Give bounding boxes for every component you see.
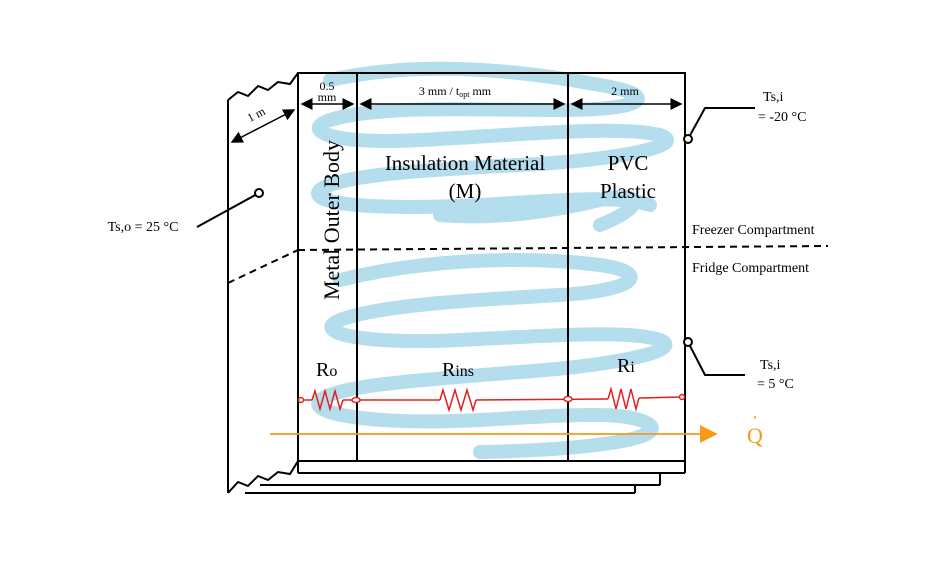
metal-layer-name: Metal Outer Body — [319, 140, 344, 300]
swirl-decoration — [311, 61, 674, 459]
resistor-ro — [311, 388, 344, 412]
freezer-surface-callout — [683, 107, 755, 144]
freezer-surface-temp-line1: Ts,i — [763, 90, 784, 105]
pvc-name-line1: PVC — [608, 151, 649, 175]
resistor-ri — [607, 386, 640, 412]
compartment-divider — [227, 245, 829, 284]
pvc-thickness-label: 2 mm — [611, 84, 639, 98]
pvc-name-line2: Plastic — [600, 179, 656, 203]
insulation-thickness-label: 3 mm / topt mm — [419, 84, 492, 99]
resistor-rins — [439, 387, 477, 413]
metal-thickness-unit: mm — [318, 90, 337, 104]
freezer-compartment-label: Freezer Compartment — [692, 223, 815, 238]
freezer-surface-temp-line2: = -20 °C — [758, 110, 807, 125]
resistance-network — [297, 386, 686, 413]
fridge-surface-temp-line1: Ts,i — [760, 358, 781, 373]
outer-surface-callout — [196, 188, 264, 228]
resistance-rins-label: Rins — [442, 359, 474, 381]
depth-label: 1 m — [245, 104, 268, 125]
insulation-name-line2: (M) — [449, 179, 482, 203]
metal-thickness-value: 0.5 — [320, 79, 335, 93]
depth-arrow — [230, 109, 296, 143]
resistance-ro-label: Ro — [316, 359, 337, 381]
resistance-ri-label: Ri — [617, 355, 635, 377]
fridge-surface-temp-line2: = 5 °C — [757, 377, 794, 392]
insulation-name-line1: Insulation Material — [385, 151, 546, 175]
fridge-surface-callout — [683, 337, 745, 376]
outer-surface-temp: Ts,o = 25 °C — [108, 220, 179, 235]
panel-stack — [227, 72, 686, 494]
heat-flow-dot: · — [752, 407, 759, 429]
fridge-compartment-label: Fridge Compartment — [692, 261, 809, 276]
heat-flow-symbol: Q — [747, 423, 763, 448]
